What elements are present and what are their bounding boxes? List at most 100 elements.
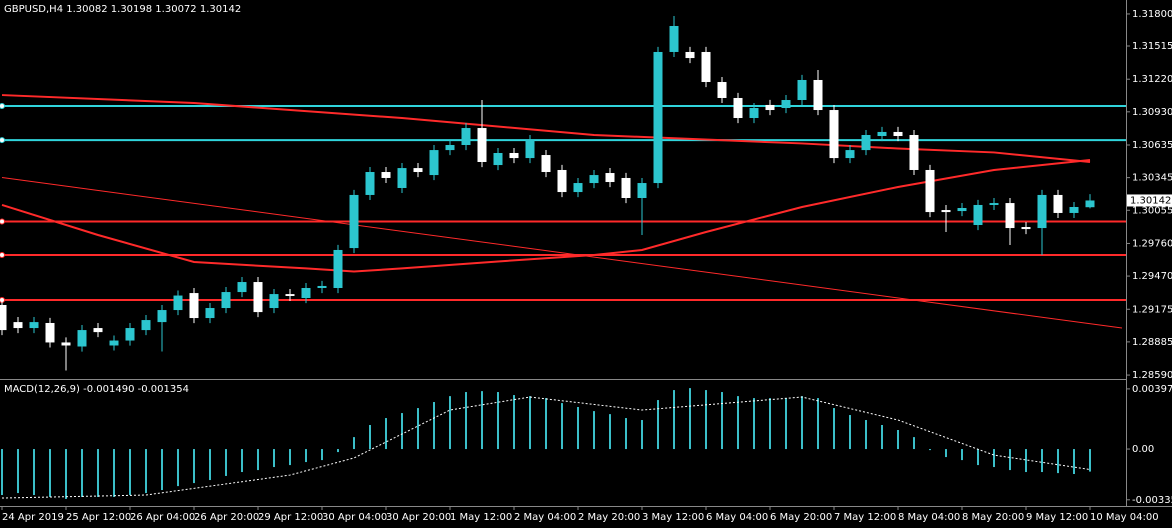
y-tick-label: 1.31220 — [1132, 74, 1172, 85]
x-tick-label: 6 May 20:00 — [770, 512, 832, 523]
y-tick-label: 1.30635 — [1132, 140, 1172, 151]
y-tick-label: 1.28590 — [1132, 370, 1172, 381]
x-tick-label: 10 May 04:00 — [1090, 512, 1159, 523]
x-tick-label: 25 Apr 12:00 — [66, 512, 131, 523]
x-tick-label: 3 May 12:00 — [642, 512, 704, 523]
y-tick-label: 1.29175 — [1132, 304, 1172, 315]
candle-body — [1037, 194, 1047, 229]
candle-body — [45, 322, 55, 343]
candle-body — [253, 282, 263, 313]
candle-body — [989, 203, 999, 205]
candle-body — [493, 153, 503, 166]
x-tick-label: 2 May 04:00 — [514, 512, 576, 523]
candle-body — [925, 169, 935, 213]
indicator-line — [1, 177, 1123, 329]
candle-body — [909, 135, 919, 170]
x-tick-label: 24 Apr 2019 — [2, 512, 64, 523]
candle-body — [797, 79, 807, 101]
candle-body — [93, 328, 103, 333]
x-tick-label: 2 May 20:00 — [578, 512, 640, 523]
candle-body — [877, 131, 887, 137]
candle-body — [1053, 194, 1063, 213]
candle-body — [1085, 200, 1095, 208]
level-anchor — [0, 102, 5, 109]
y-tick-label: 1.29470 — [1132, 271, 1172, 282]
candle-body — [125, 328, 135, 341]
y-tick-label: 0.00 — [1132, 444, 1154, 455]
y-tick-label: 1.29760 — [1132, 238, 1172, 249]
candle-body — [669, 25, 679, 52]
x-tick-label: 30 Apr 20:00 — [386, 512, 451, 523]
x-tick-label: 26 Apr 20:00 — [194, 512, 259, 523]
candle-body — [893, 131, 903, 137]
candle-body — [317, 285, 327, 288]
y-tick-label: 1.30055 — [1132, 205, 1172, 216]
candle-body — [637, 183, 647, 198]
candle-body — [973, 204, 983, 225]
x-tick-label: 30 Apr 04:00 — [322, 512, 387, 523]
candle-body — [781, 100, 791, 108]
chart-title: GBPUSD,H4 1.30082 1.30198 1.30072 1.3014… — [4, 4, 241, 15]
candle-body — [765, 104, 775, 111]
candle-body — [461, 128, 471, 146]
last-price-label: 1.30142 — [1130, 195, 1171, 206]
candle-body — [541, 155, 551, 173]
candle-body — [605, 173, 615, 183]
candle-body — [1069, 207, 1079, 213]
candle-body — [589, 175, 599, 184]
y-tick-label: 1.31800 — [1132, 9, 1172, 20]
candle-body — [365, 172, 375, 195]
y-tick-label: 1.30930 — [1132, 107, 1172, 118]
candle-body — [477, 128, 487, 162]
candle-body — [845, 150, 855, 159]
candle-body — [1021, 227, 1031, 230]
x-tick-label: 29 Apr 12:00 — [258, 512, 323, 523]
candle-body — [717, 82, 727, 98]
candle-body — [285, 294, 295, 296]
candle-body — [301, 288, 311, 299]
last-price-box — [1127, 194, 1172, 207]
level-anchor — [0, 218, 5, 225]
y-tick-label: -0.003356 — [1132, 495, 1172, 506]
candle-body — [157, 310, 167, 323]
x-tick-label: 8 May 04:00 — [898, 512, 960, 523]
candle-body — [333, 249, 343, 288]
candle-body — [749, 108, 759, 119]
candle-body — [685, 51, 695, 59]
candle-body — [237, 282, 247, 293]
candle-body — [509, 153, 519, 159]
candle-body — [621, 177, 631, 198]
candle-body — [77, 330, 87, 347]
candle-body — [525, 140, 535, 159]
candle-body — [701, 51, 711, 83]
level-anchor — [0, 252, 5, 259]
candle-body — [29, 322, 39, 329]
candle-body — [861, 135, 871, 151]
y-tick-label: 1.30345 — [1132, 173, 1172, 184]
candle-body — [957, 208, 967, 212]
macd-title: MACD(12,26,9) -0.001490 -0.001354 — [4, 384, 189, 395]
signal-line — [1, 396, 1091, 499]
candle-body — [61, 342, 71, 346]
candle-body — [189, 293, 199, 319]
candle-body — [557, 169, 567, 193]
candle-body — [109, 340, 119, 346]
level-anchor — [0, 137, 5, 144]
candle-body — [445, 145, 455, 151]
candle-body — [413, 168, 423, 173]
candle-body — [269, 294, 279, 309]
x-tick-label: 26 Apr 04:00 — [130, 512, 195, 523]
x-tick-label: 6 May 04:00 — [706, 512, 768, 523]
candle-body — [829, 110, 839, 159]
candle-body — [941, 210, 951, 213]
candle-body — [0, 304, 7, 331]
candle-body — [173, 295, 183, 311]
candle-body — [397, 168, 407, 188]
candle-body — [205, 308, 215, 319]
candle-body — [813, 79, 823, 111]
candle-body — [653, 51, 663, 184]
x-tick-label: 7 May 12:00 — [834, 512, 896, 523]
y-tick-label: 1.31515 — [1132, 41, 1172, 52]
y-tick-label: 1.28885 — [1132, 337, 1172, 348]
